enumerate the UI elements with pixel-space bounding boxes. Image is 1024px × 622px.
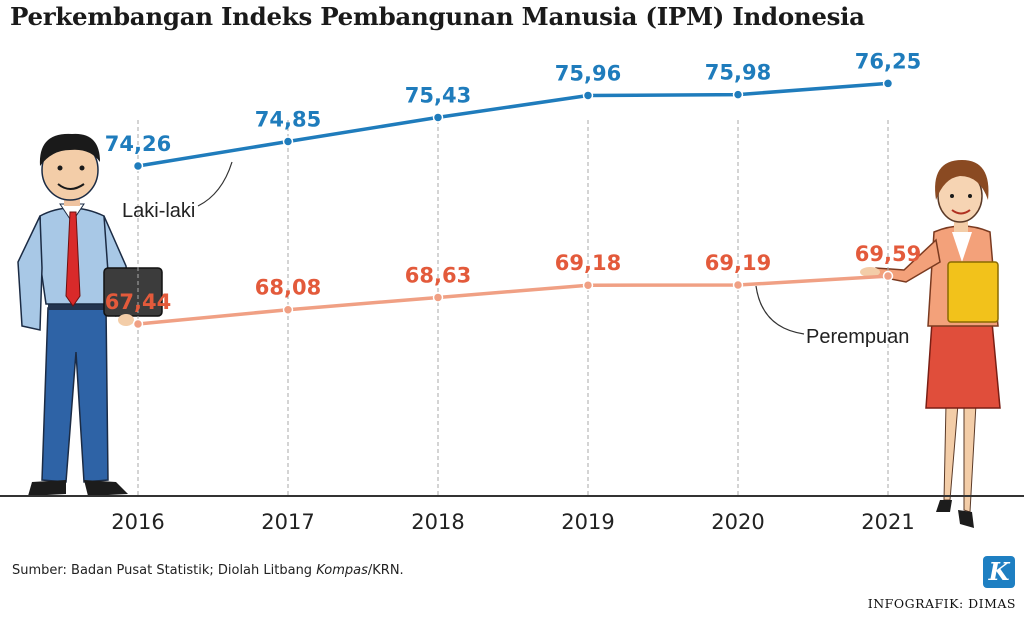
female-data-label-2018: 68,63 — [405, 263, 471, 287]
x-tick-label: 2021 — [861, 510, 914, 534]
source-note: Sumber: Badan Pusat Statistik; Diolah Li… — [12, 563, 404, 578]
logo-letter: K — [988, 557, 1010, 586]
female-data-label-2020: 69,19 — [705, 251, 771, 275]
x-tick-label: 2019 — [561, 510, 614, 534]
female-point-2019 — [582, 279, 594, 291]
female-point-2017 — [282, 304, 294, 315]
male-point-2019 — [582, 90, 594, 101]
male-series-line — [137, 81, 889, 168]
female-point-2021 — [882, 270, 894, 282]
source-suffix: /KRN. — [367, 563, 404, 578]
man-illustration — [17, 133, 163, 496]
chart-title: Perkembangan Indeks Pembangunan Manusia … — [10, 2, 865, 31]
male-point-2021 — [882, 78, 894, 89]
female-leader-line — [755, 285, 805, 335]
x-tick-label: 2017 — [261, 510, 314, 534]
male-data-label-2019: 75,96 — [555, 61, 621, 85]
female-data-label-2016: 67,44 — [105, 290, 171, 314]
legend-laki-laki: Laki-laki — [122, 200, 195, 222]
male-point-2016 — [132, 160, 144, 172]
infographic-credit: INFOGRAFIK: DIMAS — [867, 596, 1016, 611]
female-series-line — [137, 274, 889, 326]
female-point-2016 — [132, 318, 144, 330]
male-data-label-2018: 75,43 — [405, 83, 471, 107]
male-data-label-2020: 75,98 — [705, 61, 771, 85]
woman-illustration — [860, 160, 1001, 528]
female-data-label-2017: 68,08 — [255, 276, 321, 300]
female-point-2018 — [432, 292, 444, 303]
female-data-label-2019: 69,18 — [555, 251, 621, 275]
male-data-label-2016: 74,26 — [105, 132, 171, 156]
source-prefix: Sumber: Badan Pusat Statistik; Diolah Li… — [12, 563, 317, 578]
female-data-label-2021: 69,59 — [855, 242, 921, 266]
legend-perempuan: Perempuan — [806, 326, 909, 348]
x-tick-label: 2016 — [111, 510, 164, 534]
x-tick-label: 2020 — [711, 510, 764, 534]
source-italic: Kompas — [316, 563, 368, 578]
male-leader-line — [197, 161, 233, 207]
male-point-2017 — [282, 136, 294, 147]
x-tick-label: 2018 — [411, 510, 464, 534]
kompas-logo: K — [983, 556, 1015, 588]
male-data-label-2017: 74,85 — [255, 108, 321, 132]
male-data-label-2021: 76,25 — [855, 49, 921, 73]
female-point-2020 — [732, 279, 744, 291]
male-point-2018 — [432, 112, 444, 123]
male-point-2020 — [732, 89, 744, 100]
